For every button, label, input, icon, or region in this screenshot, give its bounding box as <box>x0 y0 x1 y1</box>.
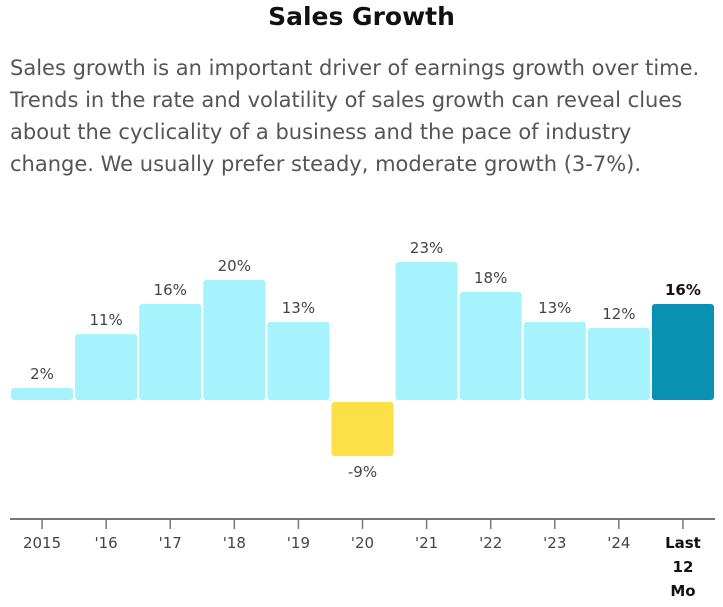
bar-5 <box>331 402 394 456</box>
data-label-1: 11% <box>89 311 122 329</box>
data-label-8: 13% <box>538 299 571 317</box>
data-label-9: 12% <box>602 305 635 323</box>
data-label-10: 16% <box>665 281 701 299</box>
tick-label-0: 2015 <box>23 534 61 552</box>
data-label-7: 18% <box>474 269 507 287</box>
bar-9 <box>587 328 650 400</box>
data-label-2: 16% <box>154 281 187 299</box>
bar-3 <box>203 280 266 400</box>
tick-label-7: '22 <box>479 534 502 552</box>
tick-label-10: Last <box>665 534 701 552</box>
tick-label-3: '18 <box>223 534 246 552</box>
data-label-4: 13% <box>282 299 315 317</box>
chart-title: Sales Growth <box>268 2 455 31</box>
data-label-5: -9% <box>348 463 377 481</box>
tick-label-10: 12 <box>673 558 694 576</box>
tick-label-10: Mo <box>670 582 695 600</box>
tick-label-9: '24 <box>607 534 630 552</box>
bar-0 <box>11 388 74 400</box>
tick-label-8: '23 <box>543 534 566 552</box>
chart-description: Sales growth is an important driver of e… <box>10 56 700 176</box>
tick-label-4: '19 <box>287 534 310 552</box>
data-label-0: 2% <box>30 365 54 383</box>
tick-label-1: '16 <box>95 534 118 552</box>
data-label-3: 20% <box>218 257 251 275</box>
data-label-6: 23% <box>410 239 443 257</box>
bar-1 <box>75 334 138 400</box>
tick-label-5: '20 <box>351 534 374 552</box>
bar-7 <box>459 292 522 400</box>
bar-6 <box>395 262 458 400</box>
tick-label-2: '17 <box>159 534 182 552</box>
bar-8 <box>523 322 586 400</box>
bar-4 <box>267 322 330 400</box>
bar-2 <box>139 304 202 400</box>
tick-label-6: '21 <box>415 534 438 552</box>
bar-10 <box>651 304 714 400</box>
